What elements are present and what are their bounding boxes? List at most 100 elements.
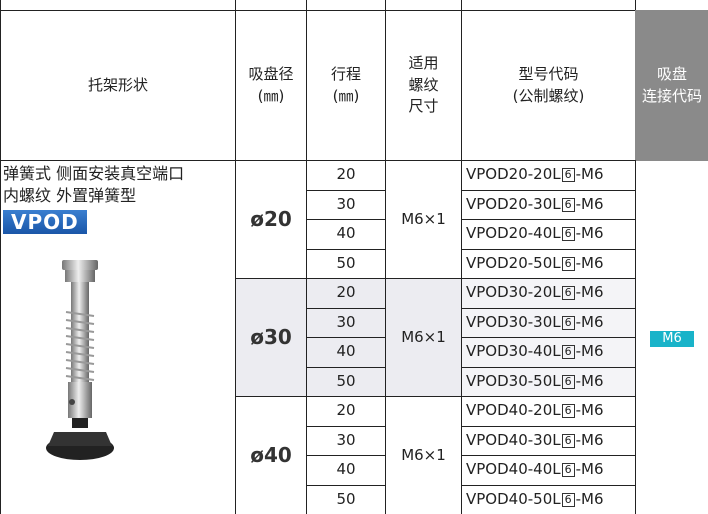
stroke: 50 bbox=[336, 253, 356, 272]
product-image bbox=[46, 260, 114, 460]
model-suffix: -M6 bbox=[575, 489, 604, 508]
stroke-cell: 50 bbox=[306, 366, 386, 397]
header-text: 连接代码 bbox=[641, 86, 702, 105]
model-cell: VPOD30-50L 6 -M6 bbox=[461, 366, 636, 397]
model-suffix: -M6 bbox=[575, 401, 604, 420]
header-cell: 行程 (㎜) bbox=[306, 10, 386, 161]
header-text: (㎜) bbox=[257, 86, 285, 105]
stroke-cell: 40 bbox=[306, 455, 386, 486]
diameter-cell: ø40 bbox=[235, 396, 307, 514]
model-suffix: -M6 bbox=[575, 430, 604, 449]
model-suffix: -M6 bbox=[575, 165, 604, 184]
model-box: 6 bbox=[561, 197, 575, 212]
model-suffix: -M6 bbox=[575, 194, 604, 213]
stroke: 40 bbox=[336, 342, 356, 361]
model-prefix: VPOD30-40L bbox=[466, 342, 561, 361]
model-box: 6 bbox=[561, 492, 575, 507]
header-text: 螺纹 bbox=[408, 75, 439, 94]
model-cell: VPOD40-50L 6 -M6 bbox=[461, 484, 636, 514]
header-text: 型号代码 bbox=[518, 64, 579, 83]
stroke-cell: 30 bbox=[306, 425, 386, 456]
header-text: (㎜) bbox=[332, 86, 360, 105]
model-box: 6 bbox=[561, 256, 575, 271]
model-cell: VPOD40-30L 6 -M6 bbox=[461, 425, 636, 456]
header-cell: 吸盘径 (㎜) bbox=[235, 10, 307, 161]
model-prefix: VPOD40-50L bbox=[466, 489, 561, 508]
model-prefix: VPOD30-30L bbox=[466, 312, 561, 331]
stroke-cell: 20 bbox=[306, 396, 386, 427]
model-box: 6 bbox=[561, 315, 575, 330]
thread-cell: M6×1 bbox=[385, 160, 462, 279]
header-text: 尺寸 bbox=[408, 97, 439, 116]
stroke: 50 bbox=[336, 371, 356, 390]
product-badge: VPOD bbox=[3, 210, 87, 234]
header-text: 托架形状 bbox=[87, 75, 148, 94]
stroke-cell: 20 bbox=[306, 278, 386, 309]
model-prefix: VPOD20-30L bbox=[466, 194, 561, 213]
diameter: ø40 bbox=[250, 443, 292, 467]
thread: M6×1 bbox=[401, 209, 446, 228]
header-cell: 托架形状 bbox=[0, 10, 236, 161]
diameter-cell: ø30 bbox=[235, 278, 307, 397]
model-cell: VPOD30-40L 6 -M6 bbox=[461, 337, 636, 368]
model-box: 6 bbox=[561, 404, 575, 419]
model-prefix: VPOD20-20L bbox=[466, 165, 561, 184]
stroke-cell: 50 bbox=[306, 248, 386, 279]
header-text: 吸盘径 bbox=[248, 64, 294, 83]
stroke: 30 bbox=[336, 194, 356, 213]
model-suffix: -M6 bbox=[575, 312, 604, 331]
model-box: 6 bbox=[561, 227, 575, 242]
stroke: 30 bbox=[336, 430, 356, 449]
model-suffix: -M6 bbox=[575, 283, 604, 302]
model-box: 6 bbox=[561, 168, 575, 183]
stroke-cell: 40 bbox=[306, 219, 386, 250]
stroke-cell: 30 bbox=[306, 189, 386, 220]
product-cell: 弹簧式 侧面安装真空端口 内螺纹 外置弹簧型 VPOD bbox=[0, 160, 236, 514]
model-box: 6 bbox=[561, 374, 575, 389]
model-prefix: VPOD40-30L bbox=[466, 430, 561, 449]
diameter: ø30 bbox=[250, 325, 292, 349]
model-suffix: -M6 bbox=[575, 371, 604, 390]
header-cell: 适用 螺纹 尺寸 bbox=[385, 10, 462, 161]
stroke-cell: 20 bbox=[306, 160, 386, 191]
diameter: ø20 bbox=[250, 207, 292, 231]
thread-cell: M6×1 bbox=[385, 396, 462, 514]
model-suffix: -M6 bbox=[575, 342, 604, 361]
stroke: 20 bbox=[336, 165, 356, 184]
header-text: 吸盘 bbox=[656, 64, 687, 83]
model-prefix: VPOD40-40L bbox=[466, 460, 561, 479]
stroke-cell: 40 bbox=[306, 337, 386, 368]
model-cell: VPOD20-30L 6 -M6 bbox=[461, 189, 636, 220]
model-prefix: VPOD30-50L bbox=[466, 371, 561, 390]
model-suffix: -M6 bbox=[575, 460, 604, 479]
model-prefix: VPOD30-20L bbox=[466, 283, 561, 302]
thread-cell: M6×1 bbox=[385, 278, 462, 397]
stroke: 30 bbox=[336, 312, 356, 331]
stroke: 20 bbox=[336, 401, 356, 420]
model-cell: VPOD40-20L 6 -M6 bbox=[461, 396, 636, 427]
product-text: 弹簧式 侧面安装真空端口 bbox=[3, 164, 185, 183]
stroke: 40 bbox=[336, 224, 356, 243]
stroke-cell: 50 bbox=[306, 484, 386, 514]
header-cell: 型号代码 (公制螺纹) bbox=[461, 10, 636, 161]
model-suffix: -M6 bbox=[575, 224, 604, 243]
connection-cell: M6 bbox=[635, 160, 708, 514]
product-text: 内螺纹 外置弹簧型 bbox=[3, 186, 137, 205]
model-box: 6 bbox=[561, 286, 575, 301]
model-prefix: VPOD40-20L bbox=[466, 401, 561, 420]
stroke: 40 bbox=[336, 460, 356, 479]
model-box: 6 bbox=[561, 345, 575, 360]
model-cell: VPOD20-50L 6 -M6 bbox=[461, 248, 636, 279]
diameter-cell: ø20 bbox=[235, 160, 307, 279]
model-suffix: -M6 bbox=[575, 253, 604, 272]
thread: M6×1 bbox=[401, 445, 446, 464]
header-text: 行程 bbox=[330, 64, 361, 83]
model-cell: VPOD30-30L 6 -M6 bbox=[461, 307, 636, 338]
header-text: 适用 bbox=[408, 53, 439, 72]
connection-badge: M6 bbox=[650, 330, 694, 347]
model-cell: VPOD20-20L 6 -M6 bbox=[461, 160, 636, 191]
model-cell: VPOD40-40L 6 -M6 bbox=[461, 455, 636, 486]
header-cell: 吸盘 连接代码 bbox=[635, 10, 708, 161]
model-cell: VPOD20-40L 6 -M6 bbox=[461, 219, 636, 250]
